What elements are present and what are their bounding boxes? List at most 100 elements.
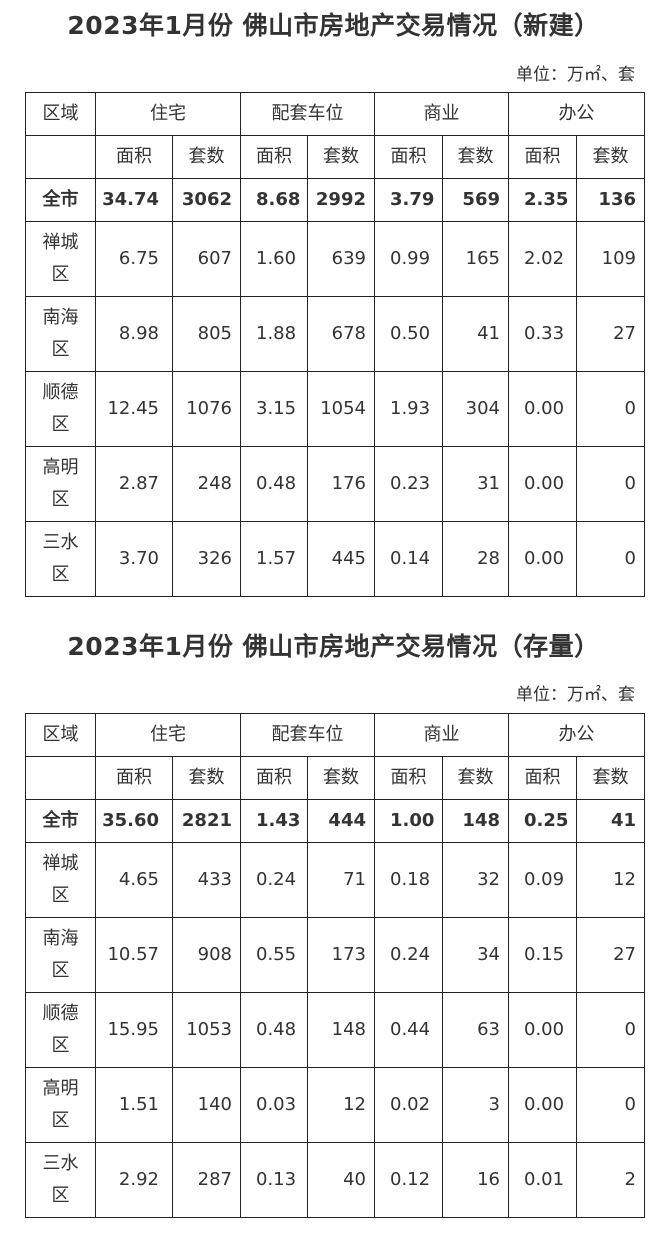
value-cell: 1054	[307, 371, 375, 447]
value-cell: 569	[442, 178, 509, 222]
value-cell: 0.50	[374, 296, 443, 372]
value-cell: 12.45	[95, 371, 173, 447]
value-cell: 1.88	[240, 296, 308, 372]
group-header: 商业	[374, 713, 509, 757]
value-cell: 0.24	[374, 917, 443, 993]
value-cell: 445	[307, 521, 375, 597]
value-cell: 3	[442, 1067, 509, 1143]
value-cell: 71	[307, 842, 375, 918]
region-name: 南海区	[25, 917, 96, 993]
value-cell: 0.00	[508, 521, 577, 597]
subheader-cell: 面积	[240, 135, 308, 179]
region-name-part: 高明	[42, 1078, 79, 1099]
value-cell: 0.99	[374, 221, 443, 297]
region-name: 高明区	[25, 446, 96, 522]
value-cell: 805	[172, 296, 241, 372]
header-row: 区域 住宅 配套车位 商业 办公	[25, 713, 645, 757]
value-cell: 0.23	[374, 446, 443, 522]
region-name: 高明区	[25, 1067, 96, 1143]
value-cell: 1.00	[374, 799, 443, 843]
value-cell: 35.60	[95, 799, 173, 843]
value-cell: 63	[442, 992, 509, 1068]
region-name-part: 区	[51, 1110, 70, 1131]
region-name-part: 区	[51, 1185, 70, 1206]
value-cell: 0.55	[240, 917, 308, 993]
value-cell: 176	[307, 446, 375, 522]
table-row: 禅城区 6.75 607 1.60 639 0.99 165 2.02 109	[25, 221, 645, 297]
subheader-row: 面积 套数 面积 套数 面积 套数 面积 套数	[25, 135, 645, 179]
region-name: 全市	[25, 799, 96, 843]
value-cell: 0.48	[240, 992, 308, 1068]
existing-stock-table: 区域 住宅 配套车位 商业 办公 面积 套数 面积 套数 面积 套数 面积 套数 全市 35.60 2821 1…	[25, 713, 645, 1218]
value-cell: 0.00	[508, 371, 577, 447]
total-row: 全市 34.74 3062 8.68 2992 3.79 569 2.35 136	[25, 178, 645, 222]
group-header: 住宅	[95, 92, 241, 136]
value-cell: 2821	[172, 799, 241, 843]
subheader-cell: 套数	[307, 756, 375, 800]
region-header: 区域	[25, 92, 96, 136]
value-cell: 12	[307, 1067, 375, 1143]
value-cell: 140	[172, 1067, 241, 1143]
value-cell: 0.00	[508, 446, 577, 522]
subheader-cell: 套数	[576, 135, 645, 179]
group-header: 配套车位	[240, 713, 375, 757]
subheader-cell: 面积	[95, 756, 173, 800]
value-cell: 0.25	[508, 799, 577, 843]
value-cell: 32	[442, 842, 509, 918]
value-cell: 1.60	[240, 221, 308, 297]
subheader-cell: 面积	[95, 135, 173, 179]
region-name-part: 区	[51, 264, 70, 285]
subheader-cell: 面积	[240, 756, 308, 800]
value-cell: 10.57	[95, 917, 173, 993]
table-row: 三水区 2.92 287 0.13 40 0.12 16 0.01 2	[25, 1142, 645, 1218]
value-cell: 27	[576, 296, 645, 372]
table-row: 禅城区 4.65 433 0.24 71 0.18 32 0.09 12	[25, 842, 645, 918]
group-header: 办公	[508, 713, 645, 757]
subheader-cell: 套数	[172, 135, 241, 179]
region-name: 顺德区	[25, 371, 96, 447]
value-cell: 1.43	[240, 799, 308, 843]
subheader-cell: 面积	[508, 756, 577, 800]
value-cell: 0	[576, 1067, 645, 1143]
group-header: 住宅	[95, 713, 241, 757]
region-name-part: 全市	[42, 810, 79, 831]
value-cell: 1.93	[374, 371, 443, 447]
value-cell: 0.03	[240, 1067, 308, 1143]
region-name-part: 区	[51, 564, 70, 585]
value-cell: 12	[576, 842, 645, 918]
value-cell: 0	[576, 446, 645, 522]
region-name-part: 区	[51, 339, 70, 360]
value-cell: 109	[576, 221, 645, 297]
value-cell: 1053	[172, 992, 241, 1068]
subheader-cell: 面积	[508, 135, 577, 179]
value-cell: 15.95	[95, 992, 173, 1068]
value-cell: 148	[442, 799, 509, 843]
new-build-table: 区域 住宅 配套车位 商业 办公 面积 套数 面积 套数 面积 套数 面积 套数 全市 34.74 3062 8…	[25, 92, 645, 597]
region-name: 全市	[25, 178, 96, 222]
value-cell: 0	[576, 521, 645, 597]
region-header: 区域	[25, 713, 96, 757]
region-name: 三水区	[25, 1142, 96, 1218]
table-title: 2023年1月份 佛山市房地产交易情况（新建）	[67, 11, 600, 40]
value-cell: 2.87	[95, 446, 173, 522]
table-row: 三水区 3.70 326 1.57 445 0.14 28 0.00 0	[25, 521, 645, 597]
table-row: 顺德区 12.45 1076 3.15 1054 1.93 304 0.00 0	[25, 371, 645, 447]
value-cell: 27	[576, 917, 645, 993]
value-cell: 136	[576, 178, 645, 222]
value-cell: 0.02	[374, 1067, 443, 1143]
value-cell: 34	[442, 917, 509, 993]
value-cell: 8.98	[95, 296, 173, 372]
value-cell: 2	[576, 1142, 645, 1218]
region-name-part: 全市	[42, 189, 79, 210]
value-cell: 0.14	[374, 521, 443, 597]
region-name-part: 南海	[42, 307, 79, 328]
empty-cell	[25, 756, 96, 800]
region-name-part: 禅城	[42, 232, 79, 253]
unit-label: 单位：万㎡、套	[516, 65, 635, 85]
subheader-cell: 套数	[172, 756, 241, 800]
subheader-cell: 套数	[576, 756, 645, 800]
value-cell: 0.48	[240, 446, 308, 522]
value-cell: 0.09	[508, 842, 577, 918]
region-name-part: 禅城	[42, 853, 79, 874]
value-cell: 3.79	[374, 178, 443, 222]
